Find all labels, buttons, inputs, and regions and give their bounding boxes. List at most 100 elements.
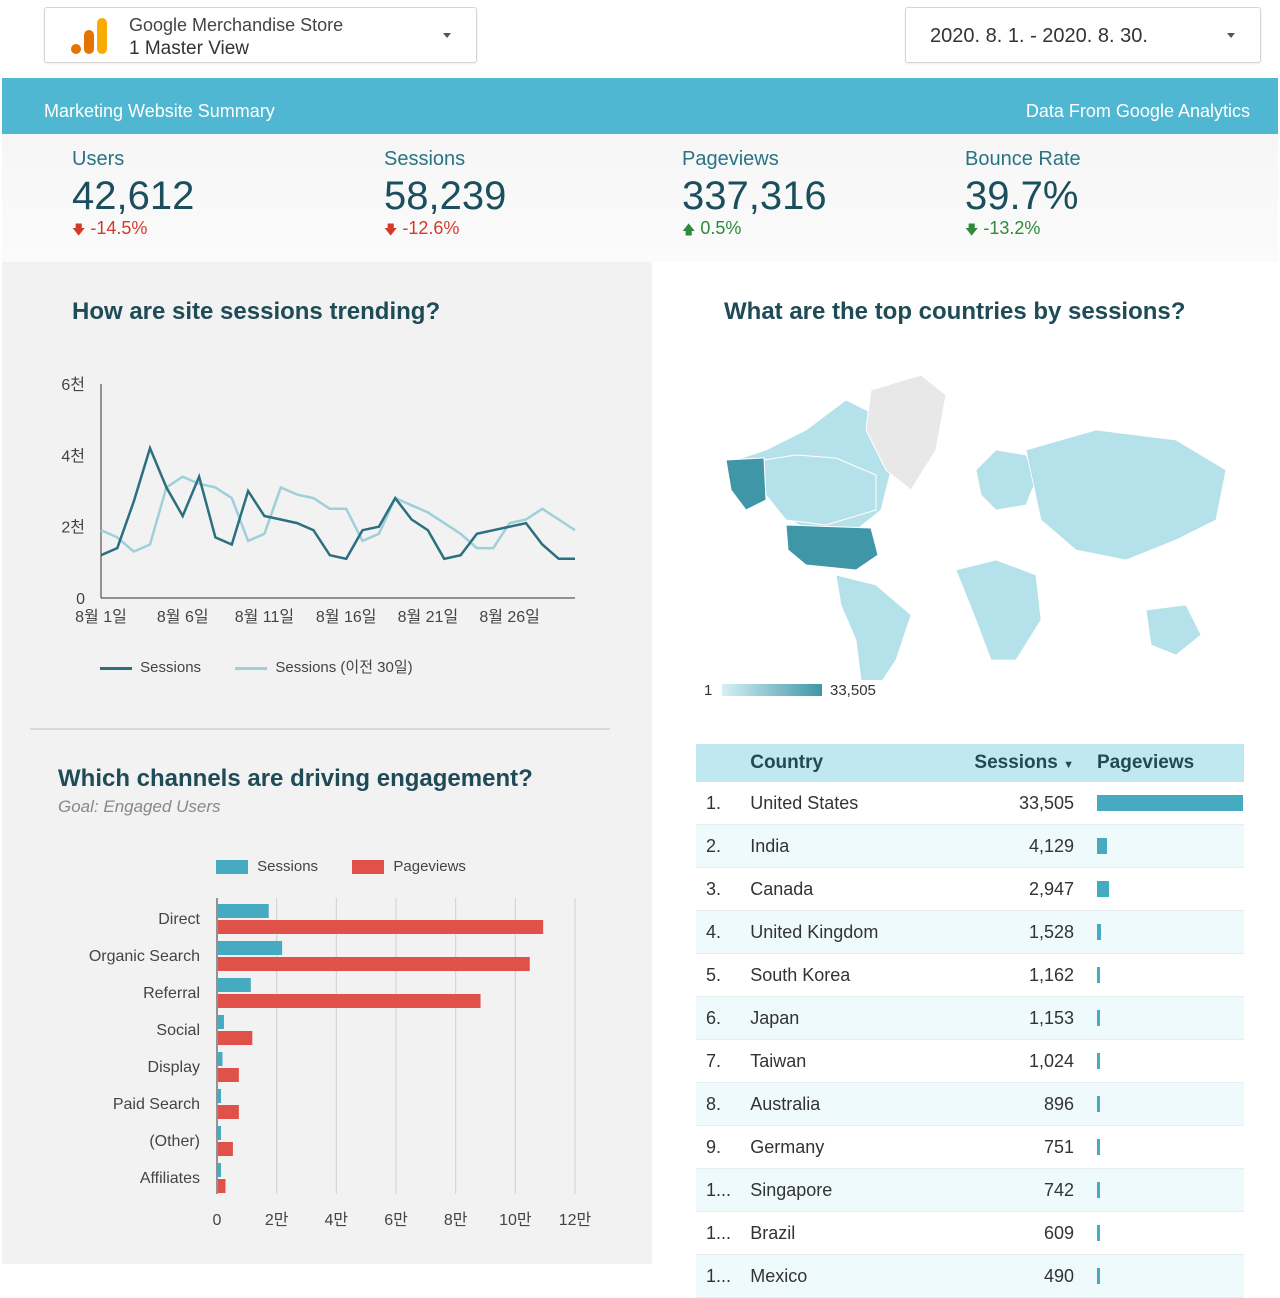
bar-sessions — [218, 1015, 224, 1029]
map-region-alaska[interactable] — [725, 457, 767, 511]
table-row[interactable]: 2. India 4,129 — [696, 824, 1244, 868]
column-header-sessions[interactable]: Sessions ▼ — [935, 744, 1096, 782]
category-label: Organic Search — [89, 948, 200, 965]
row-country: Japan — [746, 996, 936, 1040]
bar-sessions — [218, 1163, 221, 1177]
map-region-europe[interactable] — [975, 449, 1037, 511]
arrow-up-icon: 🡅 — [682, 222, 696, 237]
map-region-africa[interactable] — [955, 559, 1042, 661]
table-row[interactable]: 1... Mexico 490 — [696, 1254, 1244, 1298]
kpi-label: Bounce Rate — [965, 148, 1081, 170]
legend-label-sessions: Sessions — [140, 659, 202, 676]
chevron-down-icon — [1227, 33, 1235, 38]
table-row[interactable]: 1. United States 33,505 — [696, 782, 1244, 825]
table-row[interactable]: 5. South Korea 1,162 — [696, 953, 1244, 997]
table-row[interactable]: 7. Taiwan 1,024 — [696, 1039, 1244, 1083]
row-rank: 8. — [696, 1082, 747, 1126]
pageviews-bar — [1097, 1182, 1100, 1198]
account-selector[interactable]: Google Merchandise Store 1 Master View — [44, 7, 477, 63]
legend-swatch-sessions — [216, 860, 248, 875]
google-analytics-logo-icon — [71, 18, 107, 54]
map-region-oceania[interactable] — [1145, 604, 1202, 656]
bar-sessions — [218, 978, 251, 992]
kpi-delta: -14.5% — [90, 218, 148, 238]
pageviews-bar — [1097, 1096, 1100, 1112]
row-country: South Korea — [746, 953, 936, 997]
account-title: Google Merchandise Store — [129, 15, 344, 35]
row-pageviews-cell — [1096, 1082, 1244, 1126]
category-label: Paid Search — [113, 1096, 200, 1113]
row-country: Mexico — [746, 1254, 936, 1298]
row-sessions: 4,129 — [935, 824, 1096, 868]
row-rank: 5. — [696, 953, 747, 997]
date-range-selector[interactable]: 2020. 8. 1. - 2020. 8. 30. — [905, 7, 1261, 63]
row-rank: 4. — [696, 910, 747, 954]
map-region-greenland[interactable] — [865, 374, 947, 491]
row-pageviews-cell — [1096, 1254, 1244, 1298]
category-label: (Other) — [149, 1133, 200, 1150]
series-line — [100, 475, 576, 554]
pageviews-bar — [1097, 1225, 1100, 1241]
bar-pageviews — [218, 957, 530, 971]
table-row[interactable]: 6. Japan 1,153 — [696, 996, 1244, 1040]
category-label: Affiliates — [140, 1170, 200, 1187]
banner-title: Marketing Website Summary — [44, 101, 275, 121]
left-panel — [2, 262, 652, 1264]
world-map[interactable] — [696, 360, 1256, 680]
x-tick-label: 2만 — [265, 1211, 289, 1229]
row-pageviews-cell — [1096, 1039, 1244, 1083]
pageviews-bar — [1097, 795, 1243, 811]
row-sessions: 1,528 — [935, 910, 1096, 954]
sort-desc-icon: ▼ — [1063, 759, 1074, 771]
row-rank: 1... — [696, 1211, 747, 1255]
row-country: United Kingdom — [746, 910, 936, 954]
row-rank: 3. — [696, 867, 747, 911]
bar-pageviews — [218, 1179, 226, 1193]
x-tick-label: 6만 — [384, 1211, 408, 1229]
map-region-south-america[interactable] — [835, 574, 912, 680]
chevron-down-icon — [443, 33, 451, 38]
arrow-down-icon: 🡇 — [384, 222, 398, 237]
legend-label-pageviews: Pageviews — [393, 858, 466, 875]
x-tick-label: 8월 11일 — [235, 608, 294, 626]
category-label: Direct — [158, 911, 200, 928]
row-sessions: 490 — [935, 1254, 1096, 1298]
row-country: Singapore — [746, 1168, 936, 1212]
map-region-asia[interactable] — [1025, 429, 1227, 561]
kpi-value: 58,239 — [384, 174, 507, 218]
channels-heading: Which channels are driving engagement? — [58, 765, 533, 792]
row-pageviews-cell — [1096, 782, 1244, 825]
y-tick-label: 6천 — [61, 376, 85, 394]
map-color-scale — [722, 684, 822, 696]
row-rank: 2. — [696, 824, 747, 868]
map-region-canada[interactable] — [763, 454, 877, 526]
bar-pageviews — [218, 994, 481, 1008]
row-rank: 7. — [696, 1039, 747, 1083]
kpi-value: 39.7% — [965, 174, 1079, 218]
account-view: 1 Master View — [129, 38, 250, 59]
table-row[interactable]: 8. Australia 896 — [696, 1082, 1244, 1126]
y-tick-label: 2천 — [61, 519, 85, 537]
header-banner: Marketing Website Summary Data From Goog… — [2, 78, 1278, 134]
row-sessions: 1,162 — [935, 953, 1096, 997]
kpi-label: Pageviews — [682, 148, 779, 170]
bar-pageviews — [218, 1105, 239, 1119]
series-line — [100, 444, 575, 561]
arrow-down-icon: 🡇 — [72, 222, 86, 237]
row-pageviews-cell — [1096, 867, 1244, 911]
column-header-country[interactable]: Country — [746, 744, 936, 782]
kpi-delta: 0.5% — [700, 218, 742, 238]
table-row[interactable]: 4. United Kingdom 1,528 — [696, 910, 1244, 954]
table-row[interactable]: 1... Brazil 609 — [696, 1211, 1244, 1255]
legend-swatch-pageviews — [352, 860, 385, 875]
bar-sessions — [218, 1089, 221, 1103]
table-row[interactable]: 1... Singapore 742 — [696, 1168, 1244, 1212]
date-range-value: 2020. 8. 1. - 2020. 8. 30. — [930, 25, 1148, 47]
map-scale-min: 1 — [704, 682, 713, 699]
map-region-united-states[interactable] — [785, 524, 879, 571]
column-header-pageviews[interactable]: Pageviews — [1096, 744, 1244, 782]
pageviews-bar — [1097, 881, 1109, 897]
table-row[interactable]: 9. Germany 751 — [696, 1125, 1244, 1169]
table-row[interactable]: 3. Canada 2,947 — [696, 867, 1244, 911]
legend-swatch-sessions — [100, 666, 132, 670]
